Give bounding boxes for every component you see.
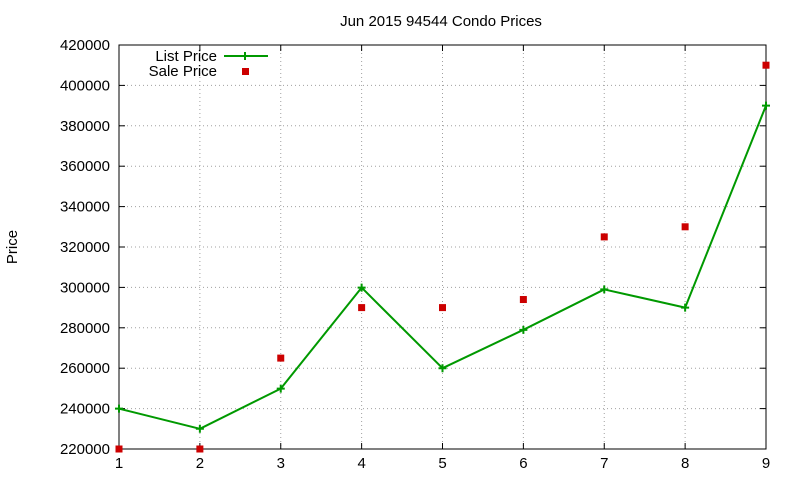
list-price-point — [519, 325, 528, 334]
sale-price-point — [600, 233, 608, 241]
y-tick-label: 360000 — [60, 158, 110, 175]
x-tick-label: 2 — [196, 455, 204, 472]
y-tick-label: 400000 — [60, 77, 110, 94]
list-price-point — [762, 101, 770, 110]
list-price-point — [600, 285, 609, 294]
sale-price-point — [277, 354, 285, 362]
y-tick-label: 380000 — [60, 118, 110, 135]
sale-price-point — [681, 223, 689, 231]
list-price-point — [276, 384, 285, 393]
legend-marker-sale-price — [242, 68, 249, 75]
x-tick-label: 3 — [277, 455, 285, 472]
x-tick-label: 5 — [438, 455, 446, 472]
y-tick-labels: 220000 240000 260000 280000 300000 320000 3400… — [60, 37, 110, 458]
x-tick-label: 4 — [357, 455, 365, 472]
series-layer — [115, 61, 770, 453]
y-axis-label: Price — [4, 230, 21, 264]
list-price-point — [681, 303, 690, 312]
sale-price-point — [196, 445, 204, 453]
axis-ticks — [118, 44, 767, 450]
sale-price-point — [519, 296, 527, 304]
list-price-line — [118, 105, 767, 430]
list-price-point — [357, 283, 366, 292]
x-tick-label: 7 — [600, 455, 608, 472]
legend-label-sale-price: Sale Price — [149, 63, 217, 80]
list-price-point — [195, 424, 204, 433]
x-tick-label: 9 — [762, 455, 770, 472]
y-tick-label: 420000 — [60, 37, 110, 54]
x-tick-labels: 1 2 3 4 5 6 7 8 9 — [115, 455, 770, 472]
y-tick-label: 320000 — [60, 239, 110, 256]
list-price-point — [115, 404, 123, 413]
grid-lines — [119, 45, 766, 449]
y-tick-label: 300000 — [60, 279, 110, 296]
x-tick-label: 8 — [681, 455, 689, 472]
sale-price-point — [762, 61, 770, 69]
x-tick-label: 6 — [519, 455, 527, 472]
sale-price-point — [358, 304, 366, 312]
sale-price-point — [439, 304, 446, 312]
y-tick-label: 260000 — [60, 360, 110, 377]
list-price-point — [438, 364, 447, 373]
chart-title: Jun 2015 94544 Condo Prices — [340, 13, 542, 30]
legend-marker-list-price — [241, 52, 249, 60]
legend: List Price Sale Price — [149, 48, 268, 80]
legend-label-list-price: List Price — [155, 48, 217, 65]
y-tick-label: 280000 — [60, 320, 110, 337]
sale-price-point — [115, 445, 123, 453]
y-tick-label: 340000 — [60, 199, 110, 216]
y-tick-label: 240000 — [60, 401, 110, 418]
x-tick-label: 1 — [115, 455, 123, 472]
y-tick-label: 220000 — [60, 441, 110, 458]
